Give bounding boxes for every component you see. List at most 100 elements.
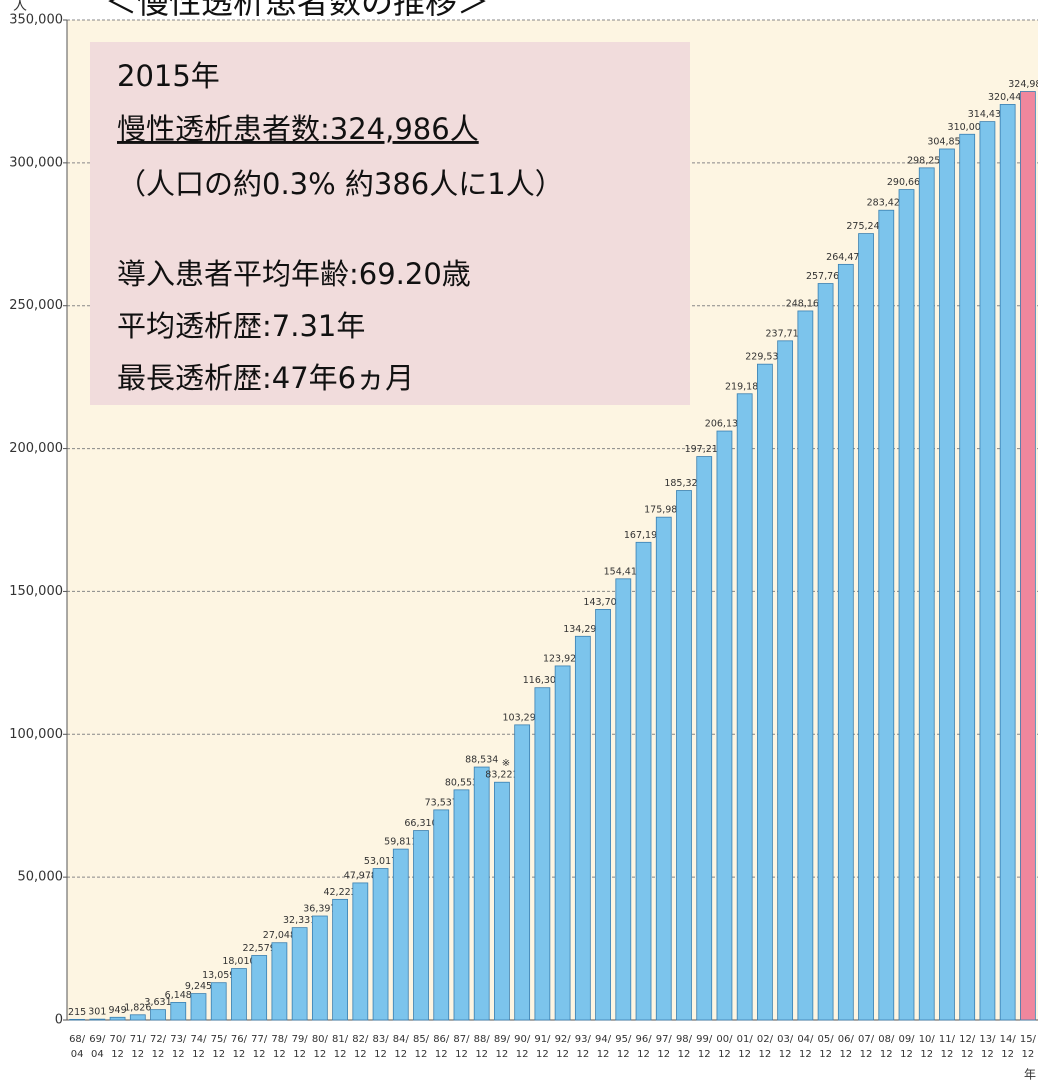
x-tick-label: 90/12 — [514, 1034, 531, 1060]
x-tick-label: 87/12 — [453, 1034, 470, 1060]
bar — [999, 104, 1016, 1021]
bar — [676, 490, 692, 1021]
bar — [109, 1016, 126, 1021]
bar — [716, 430, 733, 1021]
value-label: 310,007 — [948, 122, 987, 133]
bar — [129, 1014, 146, 1021]
value-label: 83,221 — [485, 770, 518, 781]
bar — [939, 148, 955, 1021]
bar — [190, 993, 207, 1021]
value-label: 949 — [109, 1005, 127, 1016]
value-label: 123,926 — [543, 653, 582, 664]
bar — [413, 830, 429, 1021]
x-tick-label: 00/12 — [716, 1034, 733, 1060]
value-label: 248,166 — [786, 298, 825, 309]
value-label: 27,048 — [263, 930, 296, 941]
x-tick-label: 72/12 — [149, 1034, 167, 1060]
y-tick-label: 300,000 — [9, 155, 63, 170]
x-tick-label: 77/12 — [251, 1034, 268, 1060]
x-tick-label: 01/12 — [736, 1034, 753, 1060]
bar — [69, 1018, 85, 1021]
x-tick-label: 15/12 — [1019, 1034, 1036, 1060]
bar — [231, 968, 247, 1021]
bar — [514, 724, 531, 1021]
value-label: 206,134 — [705, 419, 744, 430]
y-tick-label: 150,000 — [9, 584, 63, 599]
value-label: 88,534 — [465, 755, 498, 766]
value-label: 143,709 — [583, 597, 622, 608]
bar — [1020, 91, 1036, 1021]
bar — [433, 809, 450, 1021]
value-label: 314,438 — [968, 109, 1007, 120]
x-tick-label: 91/12 — [534, 1034, 551, 1060]
x-tick-label: 69/04 — [89, 1034, 106, 1060]
y-tick-label: 100,000 — [9, 727, 63, 742]
bar — [858, 233, 874, 1021]
value-label: 290,661 — [887, 177, 926, 188]
info-line: （人口の約0.3% 約386人に1人） — [117, 167, 564, 201]
bar — [473, 766, 490, 1021]
x-tick-label: 68/04 — [69, 1034, 86, 1060]
x-tick-label: 97/12 — [655, 1034, 672, 1060]
bar — [311, 915, 328, 1021]
x-tick-label: 10/12 — [918, 1034, 935, 1060]
bar — [757, 363, 773, 1021]
info-line: 平均透析歴:7.31年 — [117, 309, 365, 343]
x-tick-label: 99/12 — [696, 1034, 713, 1060]
chart-title: ＜慢性透析患者数の推移＞ — [105, 0, 489, 21]
bar — [655, 516, 672, 1021]
bar — [898, 189, 915, 1021]
bar — [271, 942, 288, 1021]
y-tick-label: 50,000 — [18, 870, 64, 885]
bar — [797, 310, 814, 1021]
value-label: 264,473 — [826, 252, 865, 263]
bar — [574, 635, 591, 1021]
value-label: 42,223 — [323, 887, 356, 898]
value-label: 47,978 — [344, 870, 377, 881]
bar — [777, 340, 794, 1021]
value-label: 229,538 — [745, 352, 784, 363]
bar — [352, 882, 369, 1021]
bar — [89, 1018, 106, 1021]
x-tick-label: 95/12 — [615, 1034, 632, 1060]
x-tick-label: 03/12 — [777, 1034, 794, 1060]
bar — [453, 789, 470, 1021]
bar — [372, 868, 389, 1021]
value-label: 80,553 — [445, 777, 478, 788]
value-label: 304,856 — [927, 136, 966, 147]
y-tick-label: 350,000 — [9, 13, 63, 28]
x-tick-label: 84/12 — [392, 1034, 409, 1060]
x-tick-label: 88/12 — [473, 1034, 490, 1060]
value-label: 66,310 — [404, 818, 437, 829]
x-tick-label: 06/12 — [837, 1034, 854, 1060]
x-tick-label: 85/12 — [412, 1034, 430, 1060]
value-label: 22,579 — [243, 943, 276, 954]
x-tick-label: 75/12 — [210, 1034, 227, 1060]
y-tick-label: 0 — [55, 1013, 63, 1028]
bar — [534, 687, 551, 1021]
x-tick-label: 79/12 — [291, 1034, 308, 1060]
x-tick-label: 74/12 — [190, 1034, 207, 1060]
info-box — [90, 42, 690, 405]
bar — [554, 665, 571, 1021]
x-tick-label: 09/12 — [898, 1034, 915, 1060]
value-label: 9,245 — [185, 981, 212, 992]
bar — [918, 167, 935, 1021]
value-label: 298,252 — [907, 155, 946, 166]
bar — [696, 456, 713, 1021]
bar — [210, 982, 227, 1021]
info-line: 導入患者平均年齢:69.20歳 — [117, 257, 471, 291]
x-tick-label: 71/12 — [129, 1034, 146, 1060]
value-label: 275,242 — [846, 221, 885, 232]
bar — [817, 283, 834, 1021]
x-tick-label: 98/12 — [675, 1034, 693, 1060]
bar — [251, 955, 268, 1021]
note-mark: ※ — [502, 758, 510, 769]
x-tick-label: 12/12 — [959, 1034, 976, 1060]
value-label: 1,826 — [124, 1002, 151, 1013]
value-label: 73,537 — [425, 797, 458, 808]
value-label: 154,413 — [604, 566, 643, 577]
bar — [291, 927, 308, 1021]
bar — [736, 393, 753, 1021]
value-label: 13,059 — [202, 970, 235, 981]
